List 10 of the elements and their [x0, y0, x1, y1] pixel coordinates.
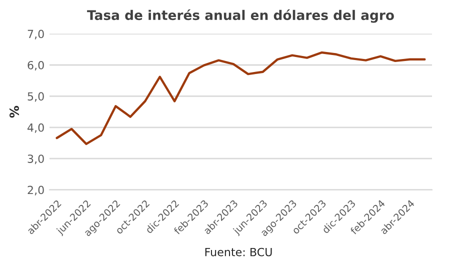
- y-tick-label: 2,0: [28, 186, 44, 196]
- y-tick-label: 4,0: [28, 123, 44, 133]
- y-tick-label: 6,0: [28, 60, 44, 71]
- y-tick-label: 7,0: [28, 30, 44, 40]
- y-tick-label: 3,0: [28, 154, 44, 164]
- y-tick-label: 5,0: [28, 92, 44, 102]
- y-axis-title: %: [10, 106, 19, 118]
- source-note: Fuente: BCU: [205, 248, 272, 256]
- line-series: [56, 51, 426, 146]
- chart-title: Tasa de interés anual en dólares del agro: [87, 9, 394, 23]
